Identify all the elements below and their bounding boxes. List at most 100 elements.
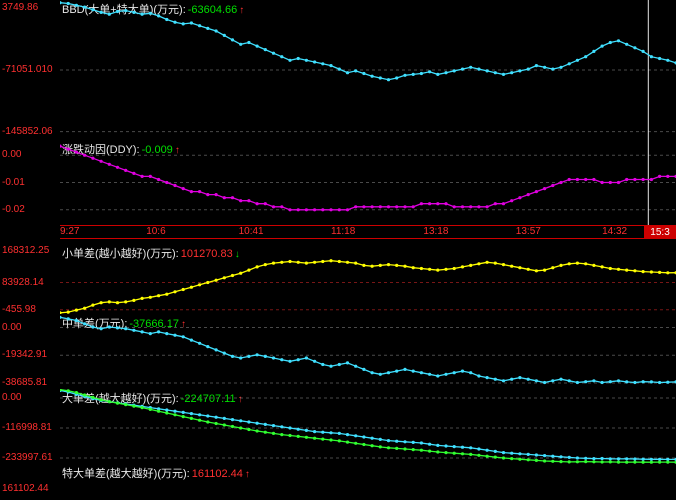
- plot: [60, 140, 676, 225]
- series-marker: [313, 430, 316, 433]
- series-marker: [272, 52, 275, 55]
- series-marker: [83, 154, 86, 157]
- series-marker: [477, 262, 480, 265]
- series-marker: [223, 196, 226, 199]
- ylabels: 0.00-116998.81-233997.61: [0, 389, 60, 464]
- series-marker: [108, 400, 111, 403]
- series-marker: [346, 208, 349, 211]
- series-marker: [157, 294, 160, 297]
- series-marker: [527, 458, 530, 461]
- series-marker: [116, 10, 119, 13]
- series-line: [60, 391, 676, 460]
- series-marker: [215, 29, 218, 32]
- series-marker: [173, 334, 176, 337]
- series-marker: [264, 355, 267, 358]
- series-marker: [75, 391, 78, 394]
- series-marker: [165, 332, 168, 335]
- series-marker: [264, 263, 267, 266]
- series-marker: [91, 325, 94, 328]
- series-marker: [486, 455, 489, 458]
- series-marker: [288, 59, 291, 62]
- ylabel: -38685.81: [2, 377, 47, 388]
- series-marker: [321, 431, 324, 434]
- plot: [60, 0, 676, 140]
- series-marker: [305, 262, 308, 265]
- series-marker: [379, 438, 382, 441]
- series-marker: [223, 276, 226, 279]
- series-marker: [141, 330, 144, 333]
- series-marker: [100, 327, 103, 330]
- series-marker: [157, 410, 160, 413]
- series-marker: [502, 263, 505, 266]
- series-marker: [436, 444, 439, 447]
- series-line: [60, 261, 676, 313]
- series-marker: [535, 269, 538, 272]
- series-marker: [420, 449, 423, 452]
- series-marker: [149, 296, 152, 299]
- series-marker: [362, 435, 365, 438]
- series-marker: [280, 433, 283, 436]
- series-marker: [601, 181, 604, 184]
- series-marker: [428, 450, 431, 453]
- series-marker: [272, 262, 275, 265]
- series-marker: [412, 266, 415, 269]
- series-marker: [510, 265, 513, 268]
- series-marker: [354, 69, 357, 72]
- series-marker: [453, 371, 456, 374]
- series-marker: [412, 370, 415, 373]
- series-marker: [231, 418, 234, 421]
- series-marker: [124, 300, 127, 303]
- series-marker: [576, 460, 579, 463]
- ylabel: -0.02: [2, 204, 25, 215]
- series-marker: [609, 41, 612, 44]
- series-marker: [198, 283, 201, 286]
- series-marker: [642, 380, 645, 383]
- series-marker: [256, 202, 259, 205]
- series-marker: [116, 326, 119, 329]
- series-marker: [494, 202, 497, 205]
- series-marker: [494, 71, 497, 74]
- series-marker: [510, 452, 513, 455]
- series-marker: [247, 428, 250, 431]
- series-marker: [428, 70, 431, 73]
- series-marker: [494, 450, 497, 453]
- series-marker: [543, 269, 546, 272]
- series-marker: [436, 202, 439, 205]
- series-marker: [617, 39, 620, 42]
- series-marker: [116, 402, 119, 405]
- series-marker: [272, 432, 275, 435]
- series-marker: [395, 447, 398, 450]
- series-marker: [592, 264, 595, 267]
- series-marker: [535, 64, 538, 67]
- series-marker: [215, 422, 218, 425]
- series-marker: [502, 202, 505, 205]
- series-marker: [592, 457, 595, 460]
- ylabel: -0.01: [2, 177, 25, 188]
- series-marker: [527, 268, 530, 271]
- series-marker: [182, 335, 185, 338]
- ylabel: -145852.06: [2, 126, 53, 137]
- series-marker: [346, 71, 349, 74]
- series-marker: [428, 268, 431, 271]
- series-marker: [247, 199, 250, 202]
- series-marker: [576, 262, 579, 265]
- series-marker: [642, 270, 645, 273]
- series-marker: [239, 199, 242, 202]
- series-marker: [141, 297, 144, 300]
- series-marker: [190, 190, 193, 193]
- series-marker: [502, 73, 505, 76]
- series-marker: [321, 363, 324, 366]
- series-marker: [469, 446, 472, 449]
- series-marker: [338, 439, 341, 442]
- series-marker: [576, 456, 579, 459]
- series-marker: [379, 76, 382, 79]
- series-marker: [510, 457, 513, 460]
- series-marker: [346, 261, 349, 264]
- series-marker: [420, 267, 423, 270]
- series-marker: [518, 196, 521, 199]
- series-marker: [60, 316, 62, 319]
- series-marker: [625, 269, 628, 272]
- series-line: [60, 3, 676, 80]
- series-marker: [198, 24, 201, 27]
- series-marker: [518, 266, 521, 269]
